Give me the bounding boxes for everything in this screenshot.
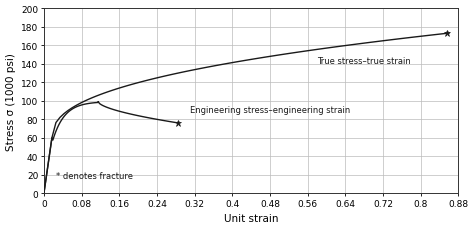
Text: Engineering stress–engineering strain: Engineering stress–engineering strain xyxy=(190,106,350,115)
Y-axis label: Stress σ (1000 psi): Stress σ (1000 psi) xyxy=(6,52,16,150)
Text: True stress–true strain: True stress–true strain xyxy=(317,57,411,66)
Text: * denotes fracture: * denotes fracture xyxy=(55,172,133,180)
X-axis label: Unit strain: Unit strain xyxy=(224,213,278,224)
